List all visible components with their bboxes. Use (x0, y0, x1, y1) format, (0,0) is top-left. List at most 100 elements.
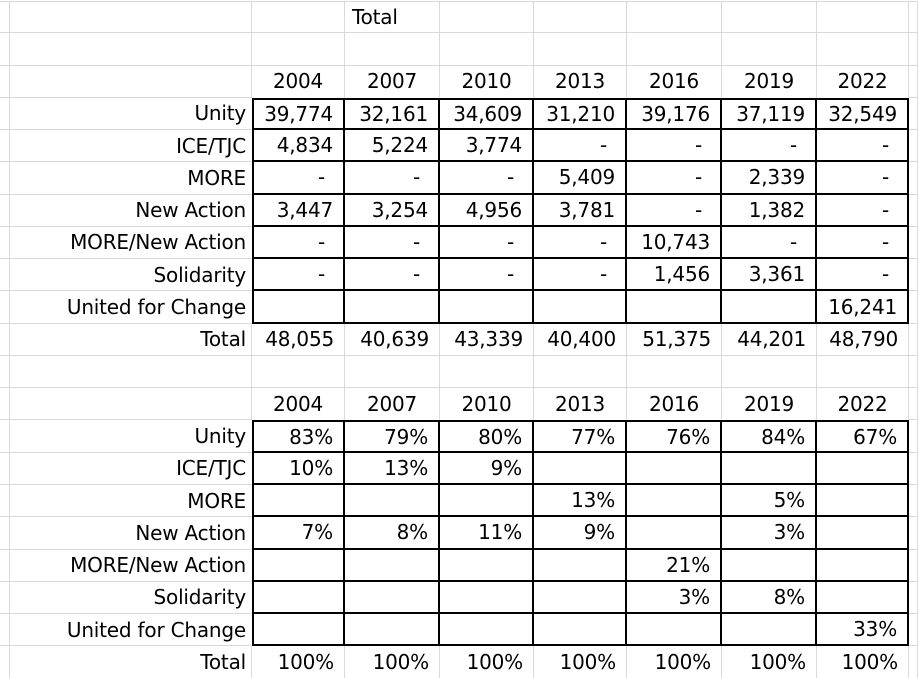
value-cell[interactable]: 4,956 (440, 194, 534, 227)
grid-cell[interactable] (0, 33, 10, 66)
value-cell[interactable] (627, 614, 722, 647)
grid-cell[interactable] (10, 388, 252, 421)
value-cell[interactable] (345, 581, 440, 615)
row-label-ice-tjc[interactable]: ICE/TJC (10, 130, 252, 163)
grid-cell[interactable] (0, 646, 10, 678)
value-cell[interactable] (722, 614, 817, 647)
value-cell[interactable]: 3% (627, 581, 722, 615)
grid-cell[interactable] (909, 33, 918, 66)
grid-cell[interactable] (345, 355, 440, 389)
value-cell[interactable]: 11% (440, 517, 534, 550)
value-cell[interactable]: - (252, 226, 345, 260)
row-label-united-for-change[interactable]: United for Change (10, 614, 252, 647)
value-cell[interactable]: - (627, 162, 722, 195)
value-cell[interactable]: 3,254 (345, 194, 440, 227)
total-value-cell[interactable]: 100% (534, 646, 627, 678)
value-cell[interactable]: - (252, 259, 345, 292)
grid-cell[interactable] (909, 420, 918, 453)
grid-cell[interactable] (909, 97, 918, 131)
value-cell[interactable] (534, 614, 627, 647)
value-cell[interactable] (722, 549, 817, 582)
value-cell[interactable] (627, 484, 722, 518)
value-cell[interactable] (722, 291, 817, 324)
value-cell[interactable] (817, 581, 909, 615)
value-cell[interactable] (534, 581, 627, 615)
grid-cell[interactable] (909, 259, 918, 292)
value-cell[interactable]: 13% (534, 484, 627, 518)
row-label-solidarity[interactable]: Solidarity (10, 582, 252, 615)
row-label-total[interactable]: Total (10, 646, 252, 678)
row-label-unity[interactable]: Unity (10, 98, 252, 131)
row-label-total[interactable]: Total (10, 323, 252, 356)
value-cell[interactable]: - (627, 130, 722, 163)
value-cell[interactable]: - (534, 130, 627, 163)
value-cell[interactable]: 3,447 (252, 194, 345, 227)
grid-cell[interactable] (817, 33, 909, 66)
grid-cell[interactable] (909, 226, 918, 260)
year-header-2004[interactable]: 2004 (252, 65, 345, 98)
grid-cell[interactable] (722, 355, 817, 389)
grid-cell[interactable] (10, 65, 252, 98)
value-cell[interactable] (252, 291, 345, 324)
grid-cell[interactable] (0, 549, 10, 582)
value-cell[interactable]: 10,743 (627, 226, 722, 260)
grid-cell[interactable] (534, 33, 627, 66)
value-cell[interactable]: 16,241 (817, 291, 909, 324)
value-cell[interactable] (817, 484, 909, 518)
value-cell[interactable]: 83% (252, 420, 345, 453)
year-header-2013[interactable]: 2013 (534, 65, 627, 98)
grid-cell[interactable] (817, 1, 909, 34)
row-label-more[interactable]: MORE (10, 162, 252, 195)
value-cell[interactable]: 5% (722, 484, 817, 518)
grid-cell[interactable] (252, 33, 345, 66)
grid-cell[interactable] (0, 517, 10, 550)
row-label-new-action[interactable]: New Action (10, 195, 252, 227)
year-header-2004[interactable]: 2004 (252, 388, 345, 421)
value-cell[interactable]: 39,176 (627, 97, 722, 131)
total-value-cell[interactable]: 100% (817, 646, 909, 678)
total-value-cell[interactable]: 100% (722, 646, 817, 678)
grid-cell[interactable] (0, 226, 10, 260)
grid-cell[interactable] (534, 355, 627, 389)
value-cell[interactable]: - (817, 259, 909, 292)
grid-cell[interactable] (909, 581, 918, 615)
total-value-cell[interactable]: 100% (345, 646, 440, 678)
grid-cell[interactable] (627, 1, 722, 34)
value-cell[interactable] (345, 291, 440, 324)
value-cell[interactable] (440, 484, 534, 518)
row-label-solidarity[interactable]: Solidarity (10, 259, 252, 292)
grid-cell[interactable] (0, 97, 10, 131)
value-cell[interactable] (440, 581, 534, 615)
grid-cell[interactable] (0, 65, 10, 98)
grid-cell[interactable] (909, 355, 918, 389)
grid-cell[interactable] (909, 291, 918, 324)
grid-cell[interactable] (10, 1, 252, 34)
grid-cell[interactable] (627, 355, 722, 389)
grid-cell[interactable] (627, 33, 722, 66)
total-value-cell[interactable]: 51,375 (627, 323, 722, 356)
value-cell[interactable]: 1,456 (627, 259, 722, 292)
value-cell[interactable]: - (345, 162, 440, 195)
value-cell[interactable] (345, 484, 440, 518)
year-header-2010[interactable]: 2010 (440, 388, 534, 421)
year-header-2007[interactable]: 2007 (345, 65, 440, 98)
value-cell[interactable]: - (722, 226, 817, 260)
value-cell[interactable] (252, 614, 345, 647)
grid-cell[interactable] (440, 33, 534, 66)
grid-cell[interactable] (0, 130, 10, 163)
row-label-more-new-action[interactable]: MORE/New Action (10, 550, 252, 582)
value-cell[interactable]: 67% (817, 420, 909, 453)
value-cell[interactable]: 33% (817, 614, 909, 647)
grid-cell[interactable] (909, 549, 918, 582)
value-cell[interactable] (627, 452, 722, 485)
grid-cell[interactable] (0, 388, 10, 421)
value-cell[interactable]: 34,609 (440, 97, 534, 131)
value-cell[interactable]: 10% (252, 452, 345, 485)
grid-cell[interactable] (909, 388, 918, 421)
value-cell[interactable]: - (817, 194, 909, 227)
row-label-more[interactable]: MORE (10, 485, 252, 518)
value-cell[interactable]: 5,224 (345, 130, 440, 163)
grid-cell[interactable] (0, 452, 10, 485)
total-value-cell[interactable]: 100% (627, 646, 722, 678)
value-cell[interactable] (345, 614, 440, 647)
